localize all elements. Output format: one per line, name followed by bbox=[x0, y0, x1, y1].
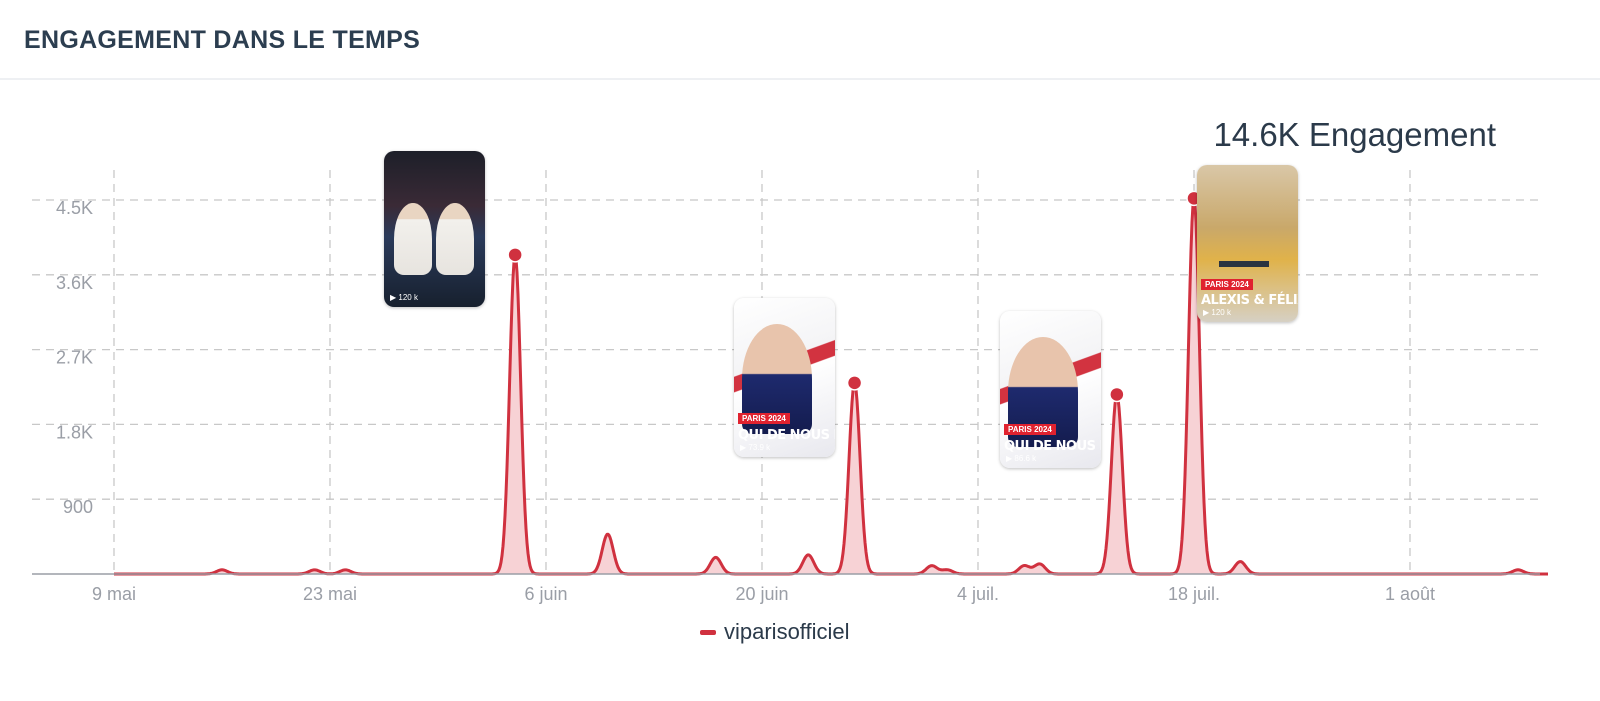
thumbnail-tag: PARIS 2024 bbox=[1201, 279, 1253, 290]
post-thumbnail[interactable]: PARIS 2024 ALEXIS & FÉLIX ▶ 120 k bbox=[1197, 165, 1298, 322]
player-figure bbox=[394, 203, 432, 275]
thumbnail-tag: PARIS 2024 bbox=[1004, 424, 1056, 435]
y-tick-label: 1.8K bbox=[56, 422, 93, 442]
card-header: ENGAGEMENT DANS LE TEMPS bbox=[0, 0, 1600, 80]
y-tick-label: 4.5K bbox=[56, 198, 93, 218]
y-tick-label: 900 bbox=[63, 497, 93, 517]
x-tick-label: 20 juin bbox=[735, 584, 788, 604]
x-tick-label: 1 août bbox=[1385, 584, 1435, 604]
post-thumbnail[interactable]: ▶ 120 k bbox=[384, 151, 485, 307]
thumbnail-caption: QUI DE NOUS DEUX ? bbox=[1004, 439, 1101, 454]
x-tick-label: 6 juin bbox=[524, 584, 567, 604]
y-tick-label: 2.7K bbox=[56, 348, 93, 368]
thumbnail-view-count: ▶ 86.6 k bbox=[1006, 454, 1037, 463]
legend[interactable]: viparisofficiel bbox=[700, 619, 850, 645]
x-tick-label: 9 mai bbox=[92, 584, 136, 604]
legend-label: viparisofficiel bbox=[724, 619, 850, 644]
thumbnail-tag: PARIS 2024 bbox=[738, 413, 790, 424]
peak-marker bbox=[846, 375, 863, 391]
x-tick-label: 18 juil. bbox=[1168, 584, 1220, 604]
thumbnail-caption: ALEXIS & FÉLIX bbox=[1201, 293, 1298, 308]
page-title: ENGAGEMENT DANS LE TEMPS bbox=[24, 26, 421, 54]
tick-labels: 900 1.8K 2.7K 3.6K 4.5K 9 mai 23 mai 6 juin 20 j… bbox=[56, 198, 1435, 604]
peak-marker bbox=[507, 247, 523, 263]
legend-swatch bbox=[700, 629, 716, 635]
total-engagement-label: 14.6K Engagement bbox=[1213, 116, 1496, 153]
x-tick-label: 4 juil. bbox=[957, 584, 999, 604]
thumbnail-view-count: ▶ 73.9 k bbox=[740, 443, 771, 452]
player-figure bbox=[436, 203, 474, 275]
thumbnail-view-count: ▶ 120 k bbox=[1203, 308, 1231, 317]
table-tennis-table bbox=[1219, 261, 1269, 267]
thumbnail-caption: QUI DE NOUS DEUX ? bbox=[738, 428, 835, 443]
x-tick-label: 23 mai bbox=[303, 584, 357, 604]
post-thumbnail[interactable]: PARIS 2024 QUI DE NOUS DEUX ?▶ 73.9 k bbox=[734, 298, 835, 457]
y-tick-label: 3.6K bbox=[56, 273, 93, 293]
thumbnail-view-count: ▶ 120 k bbox=[390, 293, 418, 302]
post-thumbnail[interactable]: PARIS 2024 QUI DE NOUS DEUX ?▶ 86.6 k bbox=[1000, 311, 1101, 468]
peak-marker bbox=[1109, 386, 1125, 403]
